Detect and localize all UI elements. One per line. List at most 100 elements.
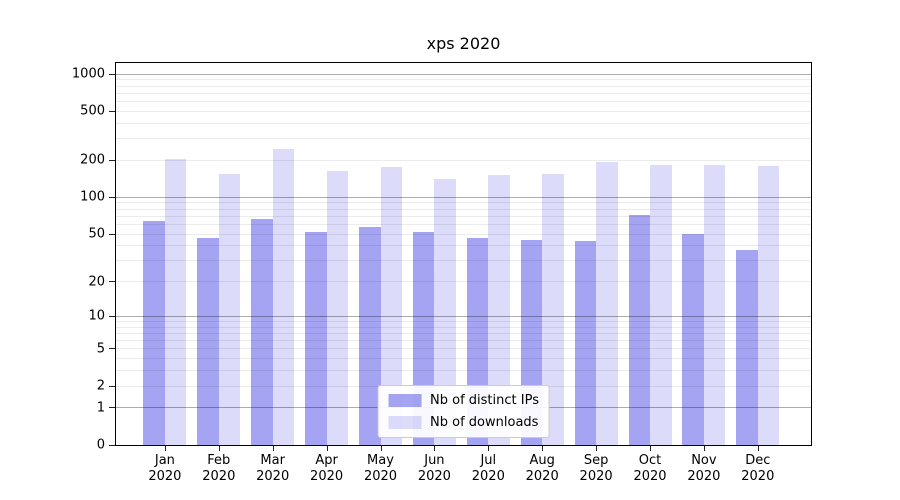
gridline-minor: [116, 260, 811, 262]
gridline-major: [116, 315, 811, 317]
x-tick-label-jan: Jan 2020: [148, 453, 182, 484]
y-tick-mark: [109, 159, 115, 161]
bar-downloads-may: [380, 166, 402, 445]
gridline-major: [116, 73, 811, 75]
x-tick-mark: [488, 446, 490, 451]
gridline-minor: [116, 281, 811, 283]
x-tick-mark: [218, 446, 220, 451]
gridline-minor: [116, 326, 811, 328]
x-tick-mark: [757, 446, 759, 451]
legend-label-downloads: Nb of downloads: [430, 415, 539, 430]
gridline-minor: [116, 215, 811, 217]
x-tick-mark: [650, 446, 651, 451]
legend-swatch-distinct-ips: [388, 394, 422, 407]
y-tick-label: 50: [88, 226, 105, 242]
x-tick-label-sep: Sep 2020: [579, 453, 613, 484]
x-tick-mark: [272, 446, 274, 451]
y-tick-mark: [109, 281, 115, 283]
y-tick-mark: [109, 348, 115, 350]
gridline-minor: [116, 332, 811, 334]
y-tick-mark: [109, 385, 115, 387]
gridline-minor: [116, 159, 811, 161]
gridline-minor: [116, 320, 811, 322]
y-tick-mark: [109, 233, 115, 235]
y-tick-mark: [109, 73, 115, 75]
y-tick-label: 1: [96, 400, 105, 416]
x-tick-label-jun: Jun 2020: [417, 453, 451, 484]
gridline-minor: [116, 202, 811, 204]
bar-distinct-ips-jan: [143, 221, 165, 445]
legend-label-distinct-ips: Nb of distinct IPs: [430, 393, 539, 408]
x-tick-mark: [164, 446, 166, 451]
legend: Nb of distinct IPs Nb of downloads: [377, 385, 550, 438]
bar-downloads-dec: [757, 165, 780, 445]
gridline-minor: [116, 85, 811, 87]
legend-swatch-downloads: [388, 416, 422, 429]
bar-downloads-oct: [650, 164, 672, 445]
bar-distinct-ips-dec: [736, 249, 758, 445]
y-tick-label: 20: [88, 274, 105, 290]
x-tick-mark: [434, 446, 436, 451]
bar-downloads-sep: [596, 161, 618, 445]
chart-title: xps 2020: [426, 34, 501, 53]
gridline-minor: [116, 358, 811, 360]
gridline-minor: [116, 122, 811, 124]
bar-distinct-ips-may: [359, 227, 381, 445]
bar-distinct-ips-nov: [682, 234, 704, 445]
bar-downloads-aug: [542, 174, 564, 445]
bar-downloads-nov: [703, 164, 726, 445]
x-tick-label-aug: Aug 2020: [525, 453, 559, 484]
gridline-minor: [116, 348, 811, 350]
x-tick-mark: [596, 446, 598, 451]
x-tick-label-feb: Feb 2020: [202, 453, 236, 484]
x-tick-mark: [703, 446, 705, 451]
gridline-minor: [116, 101, 811, 103]
x-tick-label-mar: Mar 2020: [256, 453, 290, 484]
y-tick-label: 500: [80, 103, 105, 119]
legend-row-distinct-ips: Nb of distinct IPs: [388, 393, 539, 408]
bar-distinct-ips-mar: [251, 218, 273, 445]
y-tick-label: 2: [96, 378, 105, 394]
y-tick-label: 0: [96, 437, 105, 453]
gridline-minor: [116, 370, 811, 372]
bar-distinct-ips-apr: [305, 231, 327, 445]
gridline-minor: [116, 340, 811, 342]
y-tick-label: 200: [80, 152, 105, 168]
gridline-minor: [116, 223, 811, 225]
bar-downloads-jun: [434, 178, 456, 445]
x-tick-label-apr: Apr 2020: [310, 453, 344, 484]
gridline-minor: [116, 110, 811, 112]
y-tick-label: 100: [80, 189, 105, 205]
y-tick-label: 10: [88, 308, 105, 324]
gridline-minor: [116, 208, 811, 210]
bar-distinct-ips-feb: [197, 238, 219, 445]
bar-downloads-feb: [218, 174, 241, 445]
gridline-minor: [116, 245, 811, 247]
y-tick-mark: [109, 315, 115, 317]
legend-row-downloads: Nb of downloads: [388, 415, 539, 430]
bar-downloads-jan: [164, 159, 187, 445]
bar-downloads-mar: [272, 148, 295, 445]
x-tick-label-jul: Jul 2020: [471, 453, 505, 484]
bar-distinct-ips-oct: [628, 214, 650, 445]
y-tick-mark: [109, 407, 115, 409]
y-tick-mark: [109, 110, 115, 112]
gridline-minor: [116, 233, 811, 235]
x-tick-mark: [542, 446, 544, 451]
x-tick-mark: [380, 446, 382, 451]
bar-downloads-apr: [326, 171, 349, 445]
x-tick-label-nov: Nov 2020: [687, 453, 721, 484]
gridline-major: [116, 196, 811, 198]
y-tick-mark: [109, 196, 115, 198]
x-tick-label-dec: Dec 2020: [741, 453, 775, 484]
y-tick-mark: [109, 444, 115, 446]
y-tick-label: 1000: [71, 66, 105, 82]
bar-downloads-jul: [488, 175, 510, 445]
gridline-minor: [116, 138, 811, 140]
x-tick-label-oct: Oct 2020: [633, 453, 667, 484]
x-tick-label-may: May 2020: [363, 453, 398, 484]
gridline-minor: [116, 79, 811, 81]
bar-distinct-ips-sep: [574, 240, 597, 445]
gridline-minor: [116, 92, 811, 94]
